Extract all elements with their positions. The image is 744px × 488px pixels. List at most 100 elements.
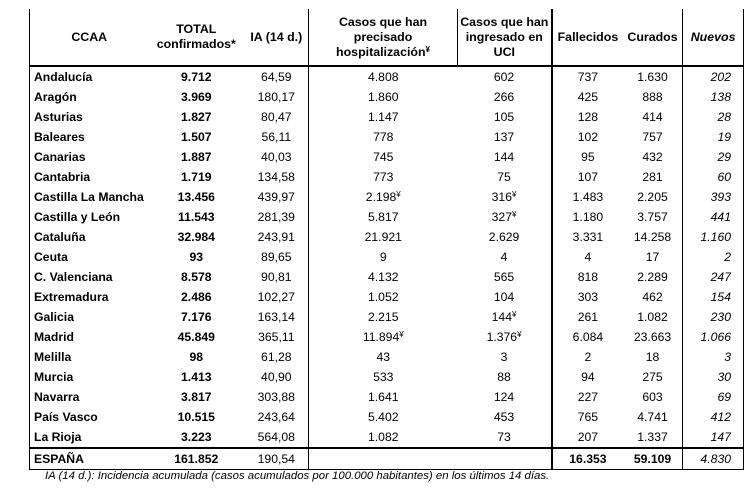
hospitalizacion-cell: 9 <box>308 247 458 267</box>
header-row: CCAA TOTAL confirmados* IA (14 d.) Casos … <box>29 9 744 67</box>
ccaa-name-cell: Aragón <box>29 87 149 107</box>
total-confirmados-cell: 45.849 <box>177 330 215 344</box>
hospitalizacion-cell: 1.082 <box>308 427 458 448</box>
table-row: Ceuta 93 89,65 9 4 4 17 2 <box>29 247 744 267</box>
curados-cell: 14.258 <box>633 230 672 244</box>
total-confirmados-cell: 98 <box>189 350 204 364</box>
curados-cell: 3.757 <box>637 210 668 224</box>
total-confirmados-cell: 10.515 <box>177 410 215 424</box>
nuevos-cell: 230 <box>682 307 744 327</box>
fallecidos-cell: 1.180 <box>551 207 623 227</box>
ccaa-name-cell: Asturias <box>29 107 149 127</box>
table-row: Cataluña 32.984 243,91 21.921 2.629 3.331 14.2… <box>29 227 744 247</box>
fallecidos-cell: 227 <box>551 387 623 407</box>
curados-cell: 281 <box>642 170 663 184</box>
hospitalizacion-cell: 1.860 <box>308 87 458 107</box>
ccaa-name-cell: C. Valenciana <box>29 267 149 287</box>
ccaa-name-cell: Murcia <box>29 367 149 387</box>
table-row: Baleares 1.507 56,11 778 137 102 757 19 <box>29 127 744 147</box>
hospitalizacion-cell: 4.132 <box>308 267 458 287</box>
hospitalizacion-cell: 11.894¥ <box>308 327 458 347</box>
hospitalizacion-cell: 745 <box>308 147 458 167</box>
ccaa-name-cell: Castilla y León <box>29 207 149 227</box>
uci-cell: 3 <box>500 350 508 364</box>
total-confirmados-cell: 1.507 <box>181 130 212 144</box>
ccaa-name-cell: Andalucía <box>29 66 149 87</box>
nuevos-cell: 69 <box>682 387 744 407</box>
table-row: Castilla y León 11.543 281,39 5.817 327¥ 1.18… <box>29 207 744 227</box>
total-uci <box>457 447 552 470</box>
fallecidos-cell: 303 <box>551 287 623 307</box>
total-confirmados-cell: 32.984 <box>177 230 215 244</box>
total-fallecidos: 16.353 <box>551 447 623 470</box>
curados-cell: 462 <box>642 290 663 304</box>
table-row: Murcia 1.413 40,90 533 88 94 275 30 <box>29 367 744 387</box>
yen-footnote-mark: ¥ <box>399 330 404 339</box>
yen-footnote-mark: ¥ <box>511 310 517 319</box>
table-row: Andalucía 9.712 64,59 4.808 602 737 1.630 202 <box>29 66 744 87</box>
table-row: Navarra 3.817 303,88 1.641 124 227 603 69 <box>29 387 744 407</box>
total-confirmados-cell: 3.223 <box>181 430 212 444</box>
table-row: Galicia 7.176 163,14 2.215 144¥ 261 1.082 230 <box>29 307 744 327</box>
hospitalizacion-cell: 773 <box>308 167 458 187</box>
table-row: Aragón 3.969 180,17 1.860 266 425 888 138 <box>29 87 744 107</box>
fallecidos-cell: 4 <box>551 247 623 267</box>
curados-cell: 275 <box>642 370 663 384</box>
ia-14d-cell: 281,39 <box>257 210 295 224</box>
header-ia: IA (14 d.) <box>244 9 309 67</box>
ccaa-name-cell: Cataluña <box>29 227 149 247</box>
ia-14d-cell: 40,90 <box>261 370 292 384</box>
curados-cell: 17 <box>645 250 660 264</box>
nuevos-cell: 30 <box>682 367 744 387</box>
fallecidos-cell: 107 <box>551 167 623 187</box>
hospitalizacion-cell: 4.808 <box>308 66 458 87</box>
header-curados: Curados <box>622 9 683 67</box>
ia-14d-cell: 243,91 <box>257 230 295 244</box>
nuevos-cell: 29 <box>682 147 744 167</box>
fallecidos-cell: 94 <box>551 367 623 387</box>
ccaa-name-cell: Galicia <box>29 307 149 327</box>
uci-cell: 453 <box>493 410 515 424</box>
ia-14d-cell: 243,64 <box>257 410 295 424</box>
header-nuevos: Nuevos <box>682 9 744 67</box>
curados-cell: 23.663 <box>633 330 672 344</box>
total-confirmados-cell: 1.827 <box>181 110 212 124</box>
fallecidos-cell: 261 <box>551 307 623 327</box>
ccaa-name-cell: Madrid <box>29 327 149 347</box>
nuevos-cell: 1.160 <box>682 227 744 247</box>
hospitalizacion-cell: 21.921 <box>308 227 458 247</box>
ia-14d-cell: 56,11 <box>261 130 292 144</box>
uci-cell: 137 <box>493 130 515 144</box>
total-ia: 190,54 <box>244 447 309 470</box>
ccaa-name-cell: Ceuta <box>29 247 149 267</box>
total-confirmados-cell: 2.486 <box>181 290 212 304</box>
nuevos-cell: 202 <box>682 66 744 87</box>
nuevos-cell: 138 <box>682 87 744 107</box>
ccaa-name-cell: Navarra <box>29 387 149 407</box>
nuevos-cell: 60 <box>682 167 744 187</box>
uci-cell: 75 <box>497 170 511 184</box>
hospitalizacion-cell: 5.817 <box>308 207 458 227</box>
nuevos-cell: 28 <box>682 107 744 127</box>
nuevos-cell: 3 <box>682 347 744 367</box>
uci-cell: 266 <box>493 90 515 104</box>
fallecidos-cell: 128 <box>551 107 623 127</box>
hospitalizacion-cell: 778 <box>308 127 458 147</box>
ccaa-name-cell: País Vasco <box>29 407 149 427</box>
ia-14d-cell: 163,14 <box>257 310 295 324</box>
fallecidos-cell: 425 <box>551 87 623 107</box>
nuevos-cell: 147 <box>682 427 744 448</box>
uci-cell: 327¥ <box>491 210 517 224</box>
ia-14d-cell: 90,81 <box>261 270 292 284</box>
ia-14d-cell: 64,59 <box>261 70 292 84</box>
fallecidos-cell: 95 <box>551 147 623 167</box>
fallecidos-cell: 6.084 <box>551 327 623 347</box>
total-confirmados-cell: 11.543 <box>177 210 215 224</box>
total-hospitalizacion <box>308 447 458 470</box>
yen-footnote-mark: ¥ <box>511 210 517 219</box>
uci-cell: 602 <box>493 70 515 84</box>
fallecidos-cell: 207 <box>551 427 623 448</box>
ccaa-name-cell: Castilla La Mancha <box>29 187 149 207</box>
ccaa-name-cell: Melilla <box>29 347 149 367</box>
